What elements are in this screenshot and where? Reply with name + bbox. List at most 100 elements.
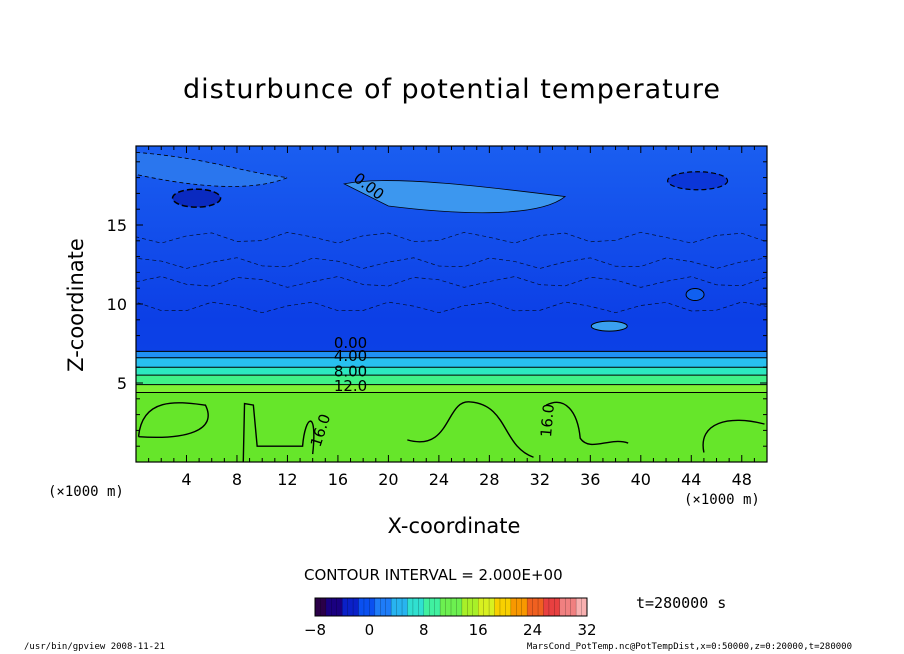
- colorbar-tick-label: 16: [469, 621, 488, 639]
- time-label: t=280000 s: [636, 594, 727, 612]
- colorbar-cell: [325, 598, 332, 616]
- contour-label: 16.0: [537, 403, 558, 438]
- warm-cell: [590, 320, 628, 332]
- colorbar-cell: [505, 598, 512, 616]
- cold-cell: [171, 188, 222, 208]
- x-tick-label: 40: [631, 470, 651, 489]
- layer-band: [136, 392, 767, 462]
- colorbar-cell: [527, 598, 534, 616]
- contour-16: [137, 402, 209, 438]
- colorbar-cell: [315, 598, 321, 616]
- colorbar-cell: [396, 598, 403, 616]
- colorbar-cell: [521, 598, 528, 616]
- colorbar-cell: [565, 598, 572, 616]
- colorbar-cell: [445, 598, 452, 616]
- y-axis-label: Z-coordinate: [64, 238, 88, 372]
- contour-16: [242, 402, 315, 462]
- x-tick-label: 44: [681, 470, 701, 489]
- colorbar-cell: [336, 598, 343, 616]
- x-tick-label: 32: [530, 470, 550, 489]
- colorbar-cell: [342, 598, 349, 616]
- colorbar-cell: [358, 598, 365, 616]
- colorbar-cell: [489, 598, 496, 616]
- footer-source: MarsCond_PotTemp.nc@PotTempDist,x=0:5000…: [526, 642, 852, 652]
- warm-cell: [685, 288, 705, 302]
- colorbar-cell: [407, 598, 414, 616]
- x-tick-label: 48: [732, 470, 752, 489]
- layer-band: [136, 367, 767, 376]
- contour-label: 8.00: [334, 363, 367, 381]
- x-tick-label: 4: [181, 470, 191, 489]
- x-tick-label: 36: [580, 470, 600, 489]
- colorbar-cell: [402, 598, 408, 616]
- colorbar-cell: [380, 598, 387, 616]
- colorbar-cell: [581, 598, 588, 616]
- contour-label: 4.00: [334, 347, 367, 365]
- colorbar-cell: [538, 598, 544, 616]
- x-unit-left: (×1000 m): [48, 484, 124, 500]
- contour-dashed: [136, 276, 767, 288]
- colorbar-cell: [385, 598, 392, 616]
- warm-patch-upper: [343, 180, 567, 214]
- x-axis-label: X-coordinate: [387, 514, 521, 538]
- x-tick-label: 24: [429, 470, 449, 489]
- x-tick-label: 12: [277, 470, 297, 489]
- colorbar-cell: [467, 598, 474, 616]
- colorbar-cell: [483, 598, 490, 616]
- footer-program: /usr/bin/gpview 2008-11-21: [24, 642, 165, 652]
- colorbar-frame: [314, 597, 588, 617]
- contour-interval: CONTOUR INTERVAL = 2.000E+00: [304, 566, 563, 584]
- x-tick-label: 28: [479, 470, 499, 489]
- colorbar-cell: [461, 598, 468, 616]
- colorbar-cell: [347, 598, 354, 616]
- y-tick-label: 5: [117, 374, 127, 393]
- colorbar-cell: [554, 598, 561, 616]
- colorbar-cell: [374, 598, 381, 616]
- colorbar-cell: [548, 598, 555, 616]
- x-unit-right: (×1000 m): [684, 492, 760, 508]
- colorbar-cell: [559, 598, 566, 616]
- colorbar-cell: [451, 598, 457, 616]
- contour-label: 0.00: [334, 334, 367, 352]
- colorbar-cell: [429, 598, 436, 616]
- x-tick-label: 20: [378, 470, 398, 489]
- layer-band: [136, 375, 767, 385]
- contour-dashed: [136, 301, 767, 314]
- colorbar-cell: [391, 598, 398, 616]
- colorbar-tick-label: 32: [577, 621, 596, 639]
- colorbar-cell: [494, 598, 501, 616]
- colorbar-cell: [434, 598, 441, 616]
- colorbar-cell: [543, 598, 550, 616]
- contour-dashed: [136, 257, 767, 269]
- colorbar-cell: [499, 598, 506, 616]
- x-tick-label: 8: [232, 470, 242, 489]
- colorbar-cell: [456, 598, 463, 616]
- contour-label: 12.0: [334, 377, 367, 395]
- colorbar-cell: [532, 598, 539, 616]
- contour-16: [407, 401, 534, 458]
- contour-dashed: [136, 231, 767, 244]
- y-tick-label: 15: [107, 216, 127, 235]
- colorbar-cell: [353, 598, 360, 616]
- colorbar-cell: [478, 598, 485, 616]
- colorbar-cell: [331, 598, 338, 616]
- cold-patch-left: [136, 151, 289, 187]
- colorbar-cell: [418, 598, 425, 616]
- layer-band: [136, 357, 767, 368]
- colorbar-cell: [472, 598, 479, 616]
- colorbar-cell: [440, 598, 447, 616]
- contour-16: [545, 401, 629, 446]
- colorbar-cell: [363, 598, 370, 616]
- colorbar-tick-label: 0: [365, 621, 375, 639]
- colorbar-tick-label: −8: [304, 621, 326, 639]
- colorbar-cell: [423, 598, 430, 616]
- y-tick-label: 10: [107, 295, 127, 314]
- colorbar-cell: [369, 598, 376, 616]
- colorbar-cell: [412, 598, 419, 616]
- colorbar-cell: [510, 598, 517, 616]
- contour-16: [702, 419, 765, 453]
- colorbar-cell: [516, 598, 523, 616]
- chart-title: disturbunce of potential temperature: [183, 74, 721, 105]
- colorbar-cell: [320, 598, 327, 616]
